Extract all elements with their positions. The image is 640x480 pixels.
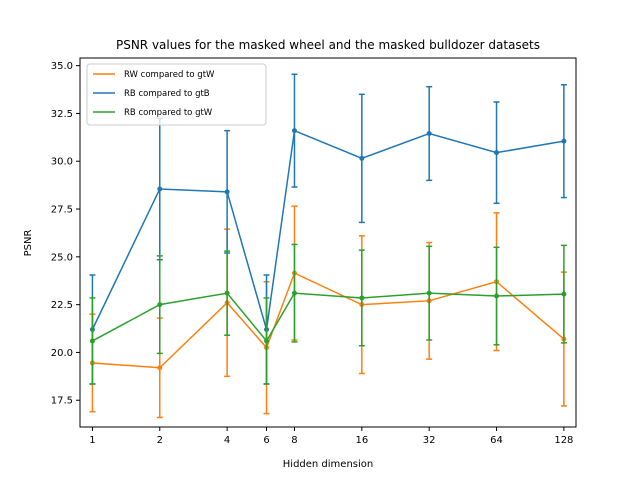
y-tick-label: 25.0 xyxy=(51,252,73,263)
data-point xyxy=(157,302,163,308)
y-tick-label: 27.5 xyxy=(51,205,73,216)
data-point xyxy=(264,338,270,344)
y-tick-label: 22.5 xyxy=(51,300,73,311)
x-tick-label: 6 xyxy=(263,435,269,446)
x-tick-label: 1 xyxy=(89,435,95,446)
data-point xyxy=(494,150,500,156)
data-point xyxy=(359,155,365,161)
y-axis: 17.5 20.0 22.5 25.0 27.5 30.0 32.5 35.0 xyxy=(51,61,80,407)
data-point xyxy=(494,293,500,299)
series-1 xyxy=(89,205,567,419)
legend-label: RB compared to gtW xyxy=(124,108,213,118)
y-axis-label: PSNR xyxy=(23,230,34,257)
y-tick-label: 20.0 xyxy=(51,348,73,359)
y-tick-label: 30.0 xyxy=(51,157,73,168)
data-point xyxy=(157,186,163,192)
x-tick-label: 64 xyxy=(490,435,503,446)
x-tick-label: 8 xyxy=(291,435,297,446)
y-tick-label: 32.5 xyxy=(51,109,73,120)
legend: RW compared to gtW RB compared to gtB RB c… xyxy=(86,63,267,126)
data-point xyxy=(291,128,297,134)
x-tick-label: 4 xyxy=(224,435,230,446)
chart-title: PSNR values for the masked wheel and the… xyxy=(116,38,540,52)
x-axis: 1 2 4 6 8 16 32 64 128 xyxy=(89,427,573,446)
series-line xyxy=(91,129,565,330)
data-point xyxy=(224,290,230,296)
series-3 xyxy=(89,243,567,385)
data-point xyxy=(89,338,95,344)
data-point xyxy=(561,291,567,297)
data-point xyxy=(426,131,432,137)
x-tick-label: 16 xyxy=(355,435,368,446)
axes-frame xyxy=(79,57,577,428)
x-axis-label: Hidden dimension xyxy=(283,459,373,470)
series-line xyxy=(92,292,564,343)
data-point xyxy=(224,189,230,195)
data-point xyxy=(291,290,297,296)
plot-area xyxy=(79,57,577,428)
data-point xyxy=(561,138,567,144)
x-tick-label: 32 xyxy=(423,435,436,446)
y-tick-label: 17.5 xyxy=(51,396,73,407)
legend-label: RB compared to gtB xyxy=(124,89,210,99)
data-point xyxy=(426,290,432,296)
series-line xyxy=(92,272,565,369)
legend-box xyxy=(86,63,267,126)
legend-label: RW compared to gtW xyxy=(124,70,215,80)
y-tick-label: 35.0 xyxy=(51,61,73,72)
data-point xyxy=(157,365,163,371)
data-point xyxy=(359,295,365,301)
x-tick-label: 128 xyxy=(554,435,573,446)
x-tick-label: 2 xyxy=(157,435,163,446)
